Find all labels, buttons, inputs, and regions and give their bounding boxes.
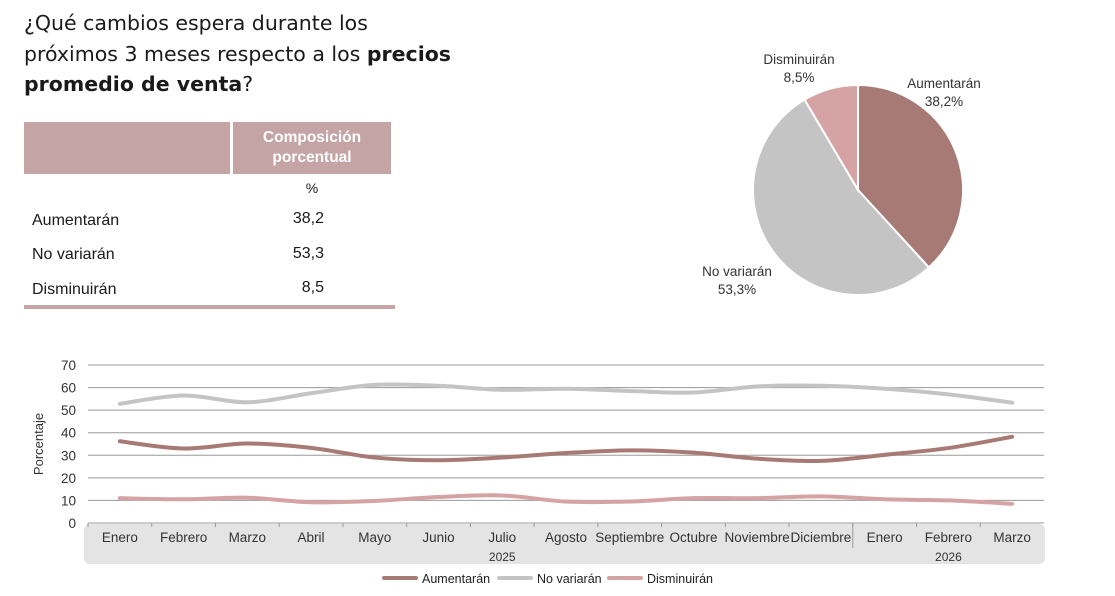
x-group-label: 2025 — [489, 550, 516, 564]
y-tick-label: 40 — [61, 426, 76, 441]
question-line-3-text: ? — [242, 72, 254, 96]
pie-slice — [752, 98, 931, 296]
table-row-value: 8,5 — [301, 279, 324, 296]
table-row-label: Aumentarán — [32, 212, 120, 229]
x-tick-label: Marzo — [993, 530, 1031, 545]
table-header-blank — [24, 122, 230, 174]
x-tick-label: Agosto — [545, 530, 587, 545]
question-line-3-bold: promedio de venta — [24, 72, 243, 96]
y-tick-label: 20 — [61, 471, 76, 486]
x-tick-label: Mayo — [358, 530, 391, 545]
legend-label: No variarán — [537, 572, 602, 586]
table-row-label: No variarán — [32, 246, 115, 263]
table-header-line-1: Composición — [262, 129, 362, 146]
series-line — [117, 493, 1015, 506]
pie-slice-label: Disminuirán — [763, 52, 834, 67]
x-tick-label: Enero — [102, 530, 138, 545]
legend-label: Disminuirán — [647, 572, 713, 586]
question-line-1: ¿Qué cambios espera durante los — [24, 11, 368, 35]
pie-slice-value: 53,3% — [718, 282, 756, 297]
table-header: Composición porcentual — [233, 122, 391, 174]
question-line-2-text: próximos 3 meses respecto a los — [24, 41, 367, 66]
x-tick-label: Febrero — [925, 530, 972, 545]
x-tick-label: Noviembre — [725, 530, 790, 545]
x-tick-label: Marzo — [229, 530, 267, 545]
x-tick-label: Octubre — [669, 530, 717, 545]
x-tick-label: Diciembre — [791, 530, 852, 545]
x-group-label: 2026 — [935, 550, 962, 564]
pie-slice-label: Aumentarán — [907, 76, 981, 91]
x-tick-label: Abril — [298, 530, 325, 545]
pie-slice-value: 38,2% — [925, 94, 963, 109]
y-tick-label: 10 — [61, 493, 76, 508]
pie-slice — [803, 83, 859, 194]
x-tick-label: Febrero — [160, 530, 207, 545]
question-line-2-bold: precios — [366, 41, 452, 66]
y-tick-label: 60 — [61, 381, 76, 396]
y-tick-label: 0 — [68, 516, 76, 531]
x-tick-label: Enero — [867, 530, 903, 545]
y-tick-label: 70 — [61, 358, 76, 373]
pie-slice-value: 8,5% — [784, 70, 815, 85]
x-tick-label: Julio — [488, 530, 516, 545]
y-tick-label: 30 — [61, 448, 76, 463]
table-row-label: Disminuirán — [32, 281, 117, 298]
series-line — [117, 434, 1015, 464]
series-line — [117, 382, 1015, 406]
table-unit: % — [305, 180, 319, 196]
pie-slice — [857, 83, 964, 269]
question-line-3: promedio de venta? — [24, 69, 464, 100]
x-tick-label: Septiembre — [595, 530, 664, 545]
x-axis-band — [84, 524, 1045, 564]
table-bottom-rule — [24, 305, 395, 309]
question-title: ¿Qué cambios espera durante los próximos… — [24, 8, 464, 100]
y-tick-label: 50 — [61, 403, 76, 418]
y-axis-label: Porcentaje — [31, 413, 46, 475]
legend-label: Aumentarán — [422, 572, 490, 586]
pie-slice-label: No variarán — [702, 264, 772, 279]
table-header-line-2: porcentual — [272, 149, 352, 166]
question-line-2: próximos 3 meses respecto a los precios — [24, 39, 464, 70]
table-row-value: 38,2 — [292, 210, 324, 227]
x-tick-label: Junio — [422, 530, 454, 545]
table-row-value: 53,3 — [292, 245, 324, 262]
